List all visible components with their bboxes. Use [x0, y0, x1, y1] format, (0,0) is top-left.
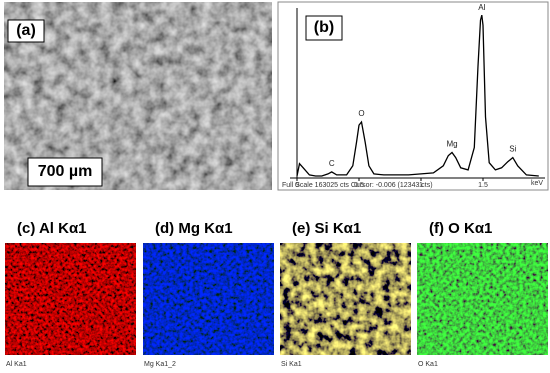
- peak-label: Mg: [446, 140, 457, 149]
- x-tick-label: 1: [419, 182, 423, 189]
- element-map: [143, 243, 274, 355]
- map-caption: Mg Ka1_2: [144, 361, 176, 368]
- map-title: (d) Mg Kα1: [155, 220, 233, 237]
- map-caption: Al Ka1: [6, 361, 27, 368]
- map-title: (e) Si Kα1: [292, 220, 361, 237]
- maps: (c) Al Kα1 Al Ka1 (d) Mg Kα1 Mg Ka1_2 (e) Si…: [5, 220, 548, 368]
- map-caption: Si Ka1: [281, 361, 302, 368]
- panel-label: (b): [314, 19, 334, 36]
- peak-label: Al: [478, 3, 485, 12]
- x-tick-label: 1.5: [478, 182, 488, 189]
- map-caption: O Ka1: [418, 361, 438, 368]
- x-tick-label: 0.5: [354, 182, 364, 189]
- scale-bar-label: 700 µm: [38, 163, 93, 180]
- x-tick-label: 0: [295, 182, 299, 189]
- scale-bar-box: [27, 157, 103, 187]
- element-map: [280, 243, 411, 355]
- spectrum-line: [296, 14, 539, 177]
- element-map: [417, 243, 548, 355]
- label-box: [305, 15, 343, 41]
- peak-label: O: [358, 109, 364, 118]
- element-map: [5, 243, 136, 355]
- x-axis-label: keV: [531, 180, 543, 187]
- panel-label: (a): [16, 22, 36, 39]
- label-box: [7, 19, 45, 43]
- map-title: (f) O Kα1: [429, 220, 492, 237]
- map-title: (c) Al Kα1: [17, 220, 87, 237]
- peak-label: Si: [509, 145, 516, 154]
- peak-label: C: [329, 159, 335, 168]
- footer: Full Scale 163025 cts Cursor: -0.006 (12…: [282, 182, 433, 189]
